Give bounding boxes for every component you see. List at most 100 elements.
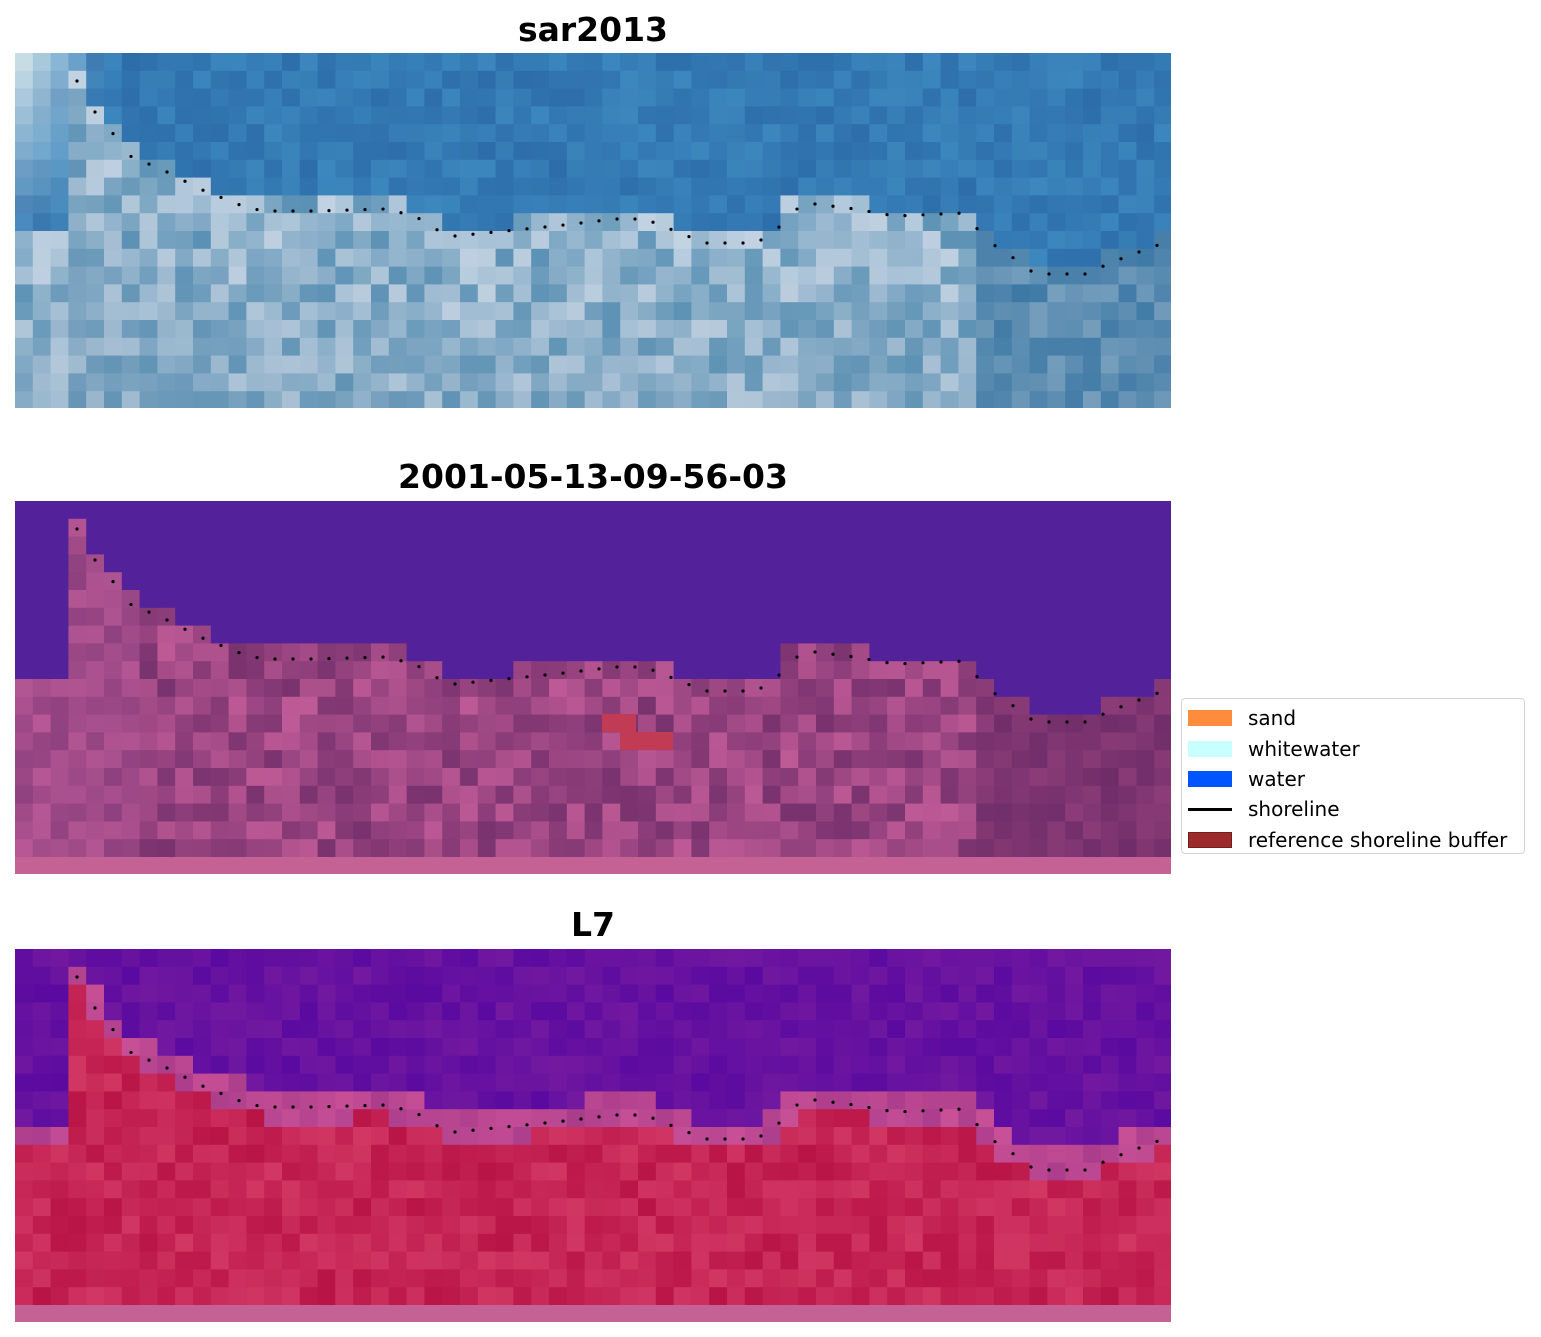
image-pixel: [68, 1287, 87, 1306]
image-pixel: [282, 373, 301, 392]
image-pixel: [780, 302, 799, 321]
image-pixel: [264, 124, 283, 143]
image-pixel: [1154, 159, 1171, 179]
image-pixel: [851, 266, 870, 285]
image-pixel: [833, 625, 853, 644]
image-pixel: [744, 337, 764, 357]
image-pixel: [638, 142, 657, 161]
image-pixel: [780, 1198, 799, 1217]
image-pixel: [1136, 536, 1155, 555]
image-pixel: [1136, 53, 1155, 72]
image-pixel: [139, 1055, 158, 1075]
image-pixel: [86, 607, 105, 627]
image-pixel: [691, 518, 710, 538]
image-pixel: [477, 159, 497, 179]
image-pixel: [798, 1233, 817, 1253]
image-pixel: [104, 1091, 123, 1110]
image-pixel: [620, 195, 639, 214]
image-pixel: [762, 1020, 781, 1039]
image-pixel: [762, 785, 781, 805]
image-pixel: [1136, 501, 1155, 520]
image-pixel: [335, 714, 354, 733]
image-pixel: [442, 337, 461, 357]
image-pixel: [460, 88, 479, 107]
image-pixel: [193, 536, 212, 555]
image-pixel: [424, 1198, 443, 1217]
image-pixel: [513, 768, 532, 787]
image-pixel: [1083, 857, 1102, 874]
image-pixel: [1029, 53, 1048, 72]
image-pixel: [976, 391, 995, 408]
image-pixel: [994, 1251, 1013, 1270]
image-pixel: [1029, 821, 1048, 840]
image-pixel: [1011, 857, 1031, 874]
image-pixel: [495, 1002, 514, 1021]
image-pixel: [940, 590, 959, 609]
image-pixel: [1083, 1305, 1102, 1322]
image-pixel: [1136, 1109, 1155, 1128]
image-pixel: [264, 302, 283, 321]
image-pixel: [299, 1287, 319, 1306]
image-pixel: [371, 1038, 390, 1057]
image-pixel: [1083, 355, 1102, 374]
image-pixel: [264, 518, 283, 538]
image-pixel: [121, 302, 141, 321]
image-pixel: [424, 1109, 443, 1128]
image-pixel: [335, 1109, 354, 1128]
image-pixel: [691, 839, 710, 858]
image-pixel: [1029, 714, 1048, 733]
image-pixel: [460, 70, 479, 90]
image-pixel: [1100, 337, 1120, 357]
image-pixel: [210, 554, 230, 573]
image-pixel: [50, 1305, 69, 1322]
image-pixel: [32, 248, 52, 268]
image-pixel: [940, 857, 959, 874]
image-pixel: [228, 1038, 247, 1057]
image-pixel: [1083, 231, 1102, 250]
image-pixel: [744, 821, 764, 840]
image-pixel: [406, 88, 425, 107]
image-pixel: [210, 1109, 230, 1128]
image-pixel: [620, 1109, 639, 1128]
image-pixel: [584, 195, 603, 214]
image-pixel: [317, 839, 336, 858]
image-pixel: [1065, 1180, 1084, 1199]
image-pixel: [584, 661, 603, 680]
image-pixel: [673, 159, 692, 179]
image-pixel: [406, 1002, 425, 1021]
image-pixel: [905, 391, 924, 408]
image-pixel: [887, 625, 906, 644]
image-pixel: [602, 1144, 621, 1164]
image-pixel: [193, 661, 212, 680]
image-pixel: [1029, 231, 1048, 250]
image-pixel: [833, 1233, 853, 1253]
image-pixel: [210, 607, 230, 627]
image-pixel: [1154, 284, 1171, 303]
image-pixel: [193, 1198, 212, 1217]
image-pixel: [1047, 518, 1066, 538]
image-pixel: [620, 248, 639, 268]
image-pixel: [175, 679, 194, 698]
image-pixel: [1011, 391, 1031, 408]
image-pixel: [50, 248, 69, 268]
image-pixel: [531, 768, 550, 787]
image-pixel: [762, 750, 781, 769]
image-pixel: [460, 536, 479, 555]
image-pixel: [566, 248, 586, 268]
image-pixel: [531, 679, 550, 698]
image-pixel: [139, 590, 158, 609]
image-pixel: [816, 106, 835, 125]
image-pixel: [406, 1287, 425, 1306]
shoreline-point: [489, 678, 493, 682]
image-pixel: [922, 1305, 942, 1322]
image-pixel: [655, 1020, 675, 1039]
image-pixel: [477, 266, 497, 285]
image-pixel: [513, 785, 532, 805]
image-pixel: [744, 1073, 764, 1092]
image-pixel: [851, 213, 870, 232]
image-pixel: [299, 536, 319, 555]
image-pixel: [922, 768, 942, 787]
image-pixel: [709, 1144, 728, 1164]
image-pixel: [406, 966, 425, 986]
shoreline-point: [381, 207, 385, 211]
